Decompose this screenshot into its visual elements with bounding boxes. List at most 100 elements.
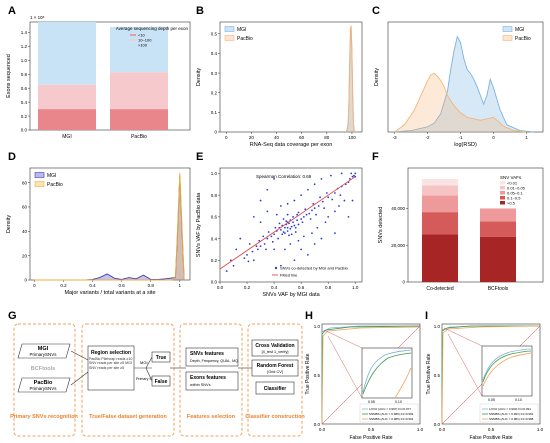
chart-e-point-111 [325, 192, 328, 194]
chart-e-point-121 [251, 250, 254, 253]
chart-a-ylabel: Exons sequenced [6, 54, 12, 98]
chart-d-xtick-label-0: 0 [33, 283, 36, 288]
chart-e-ytick-label-4: 0.8 [211, 193, 218, 198]
chart-c-xlabel: log(RSD) [454, 142, 477, 148]
mgi-flow-label: MGI [140, 360, 148, 365]
roc-h-inset-tick-1: 0.05 [368, 400, 375, 404]
stage-frame-2 [81, 323, 175, 437]
mgi-snvs-title: MGI [38, 346, 49, 352]
chart-e-point-19 [293, 224, 296, 227]
chart-f-ytick-label-1: 20,000 [391, 243, 405, 248]
chart-e-point-100 [294, 231, 297, 233]
roc-h-legend-3: SNMBS (AUC = 0.985) F1=0.991 [369, 417, 414, 421]
chart-e-ytick-label-0: 0.0 [211, 280, 218, 285]
chart-a-legend-label-2: >100 [138, 43, 148, 48]
chart-b-ytick-label-0: 0 [214, 130, 217, 135]
chart-e-point-30 [321, 200, 324, 203]
chart-d-series-1 [34, 172, 185, 281]
chart-a-bar-1-1 [110, 72, 168, 110]
chart-e-point-98 [284, 232, 286, 235]
chart-a-ytick-label-7: 1.4 [21, 30, 28, 35]
cross-validation-text: [4_test 1_verify] [262, 350, 289, 354]
roc-i-ytick-3: 1.0 [434, 324, 441, 329]
chart-e-point-25 [305, 213, 308, 216]
roc-h-inset-green [362, 352, 412, 395]
chart-e-point-15 [288, 222, 290, 225]
chart-b-xtick-label-4: 80 [324, 135, 330, 140]
stage3-label: Features selection [187, 414, 236, 420]
chart-e-point-94 [281, 233, 284, 236]
chart-d-legend-label-1: PacBio [47, 182, 63, 188]
chart-e-point-82 [293, 259, 296, 262]
chart-b-legend-swatch-0 [224, 26, 235, 32]
chart-e-point-117 [265, 248, 267, 251]
chart-e-point-87 [286, 213, 289, 216]
chart-f-legend-title: SNV VAFs [500, 175, 522, 180]
stage2-label: True/False dataset generation [89, 414, 167, 420]
roc-i-legend-3: SNMBS (AUC = 0.981) F1=0.988 [489, 417, 534, 421]
roc-h-inset-blue [362, 349, 412, 393]
chart-d-xtick-label-4: 0.8 [148, 283, 155, 288]
chart-b-xtick-label-0: 0 [225, 135, 228, 140]
chart-e-point-77 [273, 177, 275, 180]
roc-h-inset-orange [394, 367, 412, 399]
chart-f: SNVs detected 0 20,000 40,000 Co-detected BCF… [378, 167, 544, 292]
chart-e-point-16 [289, 227, 292, 230]
chart-e-point-90 [290, 233, 293, 236]
chart-a-ytick-label-3: 0.6 [21, 86, 28, 91]
roc-i-inset-blue [482, 348, 532, 381]
chart-a-bar-0-2 [38, 22, 96, 85]
chart-e-point-21 [296, 219, 298, 222]
chart-e-point-75 [266, 188, 269, 191]
chart-e-point-64 [334, 210, 336, 213]
chart-e-legend-label-0: SNVs co-detected by MGI and PacBio [280, 266, 349, 271]
chart-e-point-107 [312, 202, 315, 205]
chart-b-xtick-label-2: 40 [274, 135, 280, 140]
chart-b-ylabel: Density [196, 68, 202, 87]
chart-e-point-1 [259, 245, 262, 248]
chart-e-point-89 [282, 218, 285, 220]
chart-d-xlabel: Major variants / total variants at a sit… [64, 290, 155, 296]
chart-f-bar-0-3 [422, 185, 458, 196]
chart-e-point-28 [313, 207, 316, 210]
chart-d-legend-label-0: MGI [47, 173, 56, 179]
chart-a-legend-label-1: 10~100 [138, 38, 152, 43]
chart-d-legend-swatch-1 [34, 181, 45, 187]
chart-e-point-55 [302, 235, 305, 238]
chart-d-ytick-label-0: 0 [24, 278, 27, 283]
chart-e-ytick-label-5: 1.0 [211, 171, 218, 176]
chart-e-point-22 [297, 223, 300, 226]
chart-c-xtick-label-3: 0 [492, 135, 495, 140]
chart-e-point-52 [293, 199, 296, 202]
chart-e-point-41 [246, 253, 248, 256]
chart-e-point-61 [324, 221, 327, 224]
classifier-box [255, 381, 295, 395]
chart-e-point-24 [302, 215, 305, 218]
chart-e-legend-swatch-0 [274, 266, 278, 270]
exon-features-box [185, 371, 239, 391]
roc-i-zoom-1 [443, 327, 483, 347]
chart-e-point-26 [308, 212, 311, 215]
roc-h-zoom-2 [327, 335, 363, 399]
roc-h-zoom-1 [323, 329, 363, 349]
chart-e-point-8 [279, 228, 282, 231]
roc-h-legend-2: SNMBS (AUC = 0.986) F1=0.993 [369, 412, 414, 416]
chart-d-ytick-label-2: 40 [22, 229, 28, 234]
panel-label-f: F [372, 151, 379, 163]
roc-i-xtick-1: 0.0 [439, 427, 446, 432]
chart-e-xtick-label-3: 0.6 [298, 285, 305, 290]
roc-chart-h: 0.05 0.10 LOVO (AUC = 0.967) F1=0.977 SN… [305, 323, 424, 441]
chart-a-xtick-1: PacBio [131, 134, 147, 140]
chart-f-bar-0-0 [422, 234, 458, 282]
cross-validation-box [251, 339, 299, 357]
chart-e-point-62 [327, 215, 330, 218]
chart-e-point-99 [278, 222, 281, 225]
chart-a-bar-1-0 [110, 109, 168, 130]
chart-c-ylabel: Density [374, 68, 380, 87]
roc-h-inset-tick-2: 0.10 [395, 400, 402, 404]
chart-f-xtick-1: BCFtools [488, 286, 509, 292]
chart-d-ytick-label-4: 80 [22, 180, 28, 185]
chart-a-xtick-0: MGI [62, 134, 71, 140]
roc-i-legend-1: LOVO (AUC = 0.990) F1=0.991 [489, 407, 531, 411]
chart-e-ytick-label-3: 0.6 [211, 215, 218, 220]
